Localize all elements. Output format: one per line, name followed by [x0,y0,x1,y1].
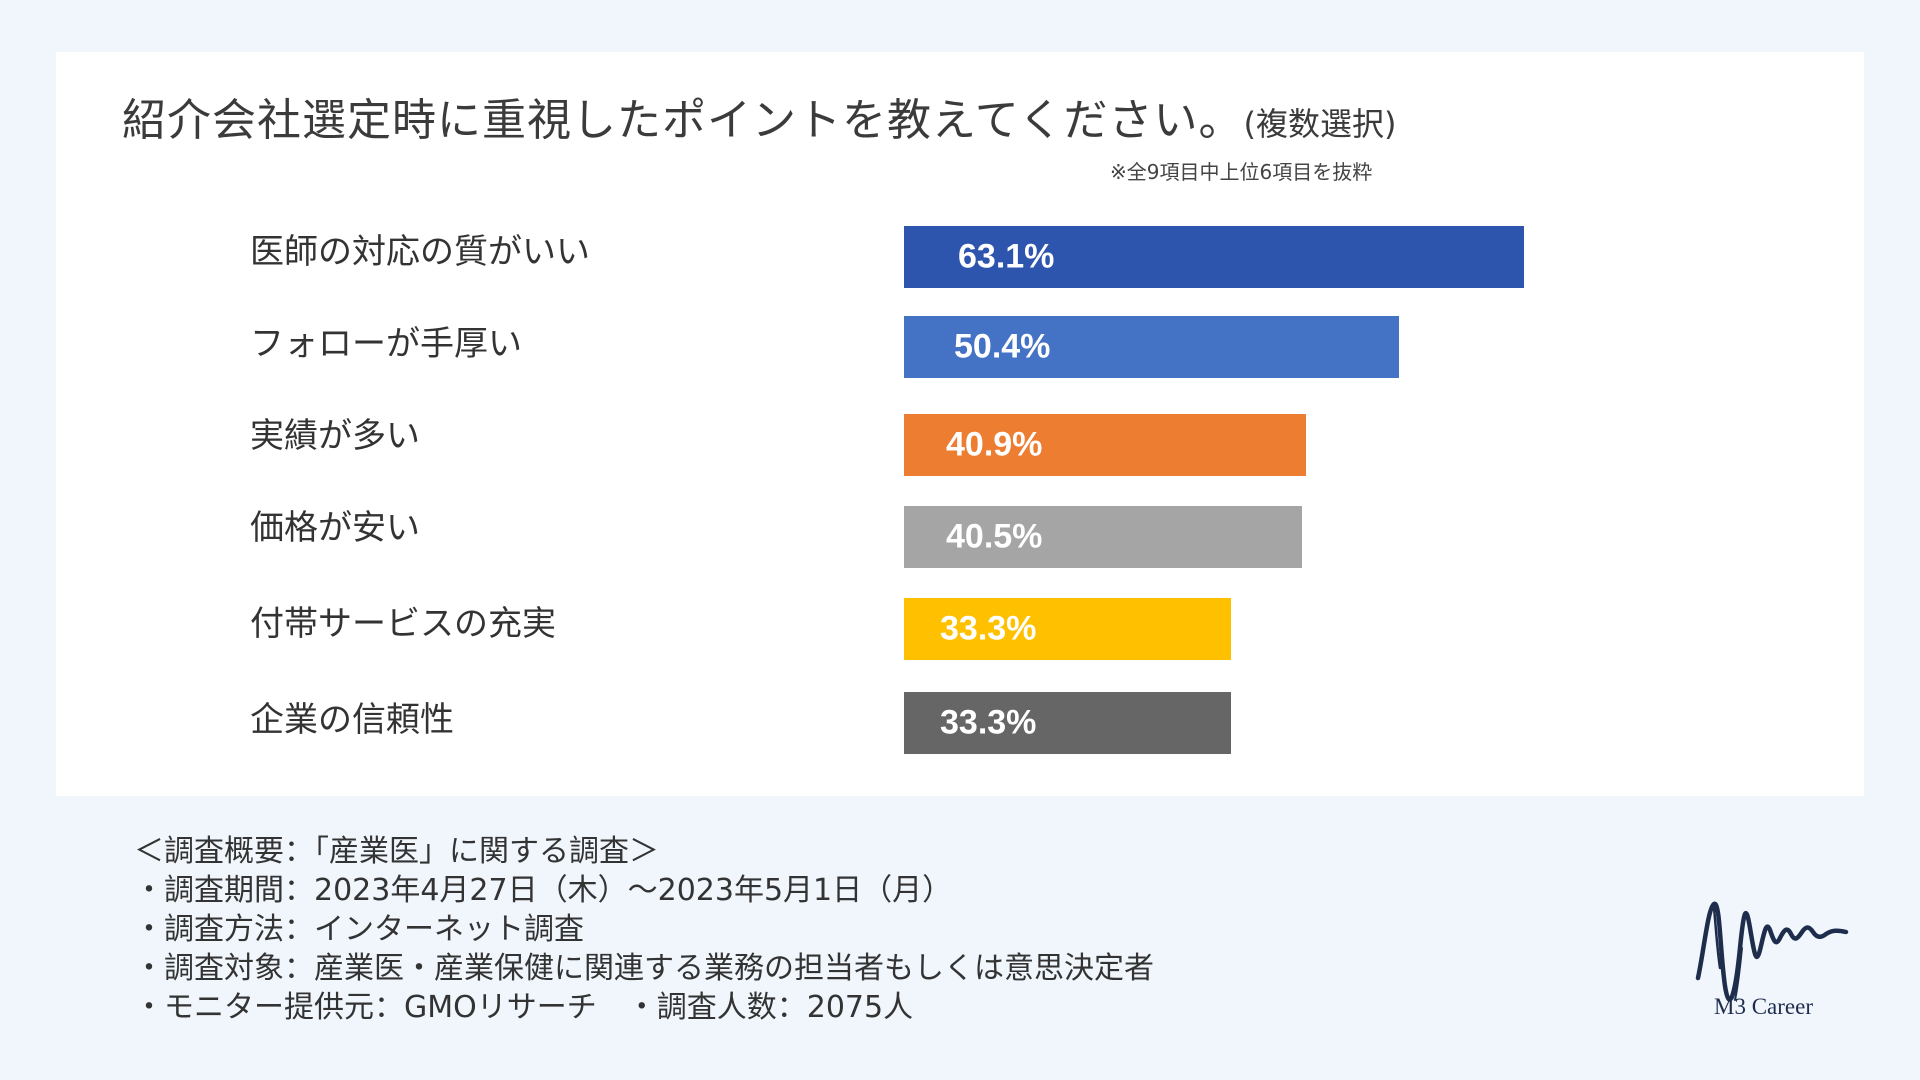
category-label: フォローが手厚い [250,324,522,364]
m3-career-logo-icon [1695,901,1849,1002]
survey-target: ・調査対象：産業医・産業保健に関連する業務の担当者もしくは意思決定者 [134,951,1154,986]
survey-method: ・調査方法：インターネット調査 [134,912,584,947]
bar-3: 40.9% [904,414,1306,476]
bar-value-label: 33.3% [940,609,1037,648]
bar-value-label: 50.4% [954,327,1051,366]
survey-summary: ＜調査概要：「産業医」に関する調査＞ ・調査期間：2023年4月27日（木）〜2… [134,832,1154,1027]
bar-4: 40.5% [904,506,1302,568]
m3-career-logo-text: M3 Career [1714,994,1813,1019]
chart-card: 紹介会社選定時に重視したポイントを教えてください。(複数選択) ※全9項目中上位… [56,52,1864,796]
bar-value-label: 33.3% [940,703,1037,742]
survey-provider-count: ・モニター提供元：GMOリサーチ ・調査人数：2075人 [134,990,914,1025]
category-label: 医師の対応の質がいい [250,232,590,272]
bar-value-label: 40.5% [946,517,1043,556]
category-label: 付帯サービスの充実 [250,604,556,644]
chart-title-sub: (複数選択) [1243,105,1397,143]
bar-1: 63.1% [904,226,1524,288]
chart-title: 紹介会社選定時に重視したポイントを教えてください。(複数選択) [122,84,1396,148]
chart-note: ※全9項目中上位6項目を抜粋 [1110,160,1373,184]
category-label: 実績が多い [250,416,420,456]
bar-2: 50.4% [904,316,1400,378]
bar-6: 33.3% [904,692,1232,754]
bar-value-label: 63.1% [958,237,1055,276]
survey-period: ・調査期間：2023年4月27日（木）〜2023年5月1日（月） [134,873,953,908]
category-label: 価格が安い [250,508,420,548]
bar-5: 33.3% [904,598,1232,660]
category-label: 企業の信頼性 [250,700,454,740]
survey-summary-heading: ＜調査概要：「産業医」に関する調査＞ [134,834,659,869]
bar-value-label: 40.9% [946,425,1043,464]
chart-title-main: 紹介会社選定時に重視したポイントを教えてください。 [122,95,1244,146]
